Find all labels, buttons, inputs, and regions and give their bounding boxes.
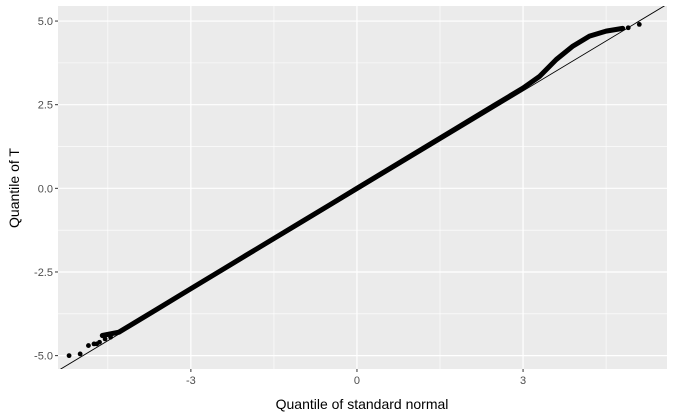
y-tick-label: 5.0 [38, 16, 53, 28]
qq-point [636, 22, 642, 27]
y-tick-label: 2.5 [38, 100, 53, 112]
x-axis: -3 0 3 [186, 369, 526, 387]
qq-point [77, 351, 83, 357]
y-axis: -5.0 -2.5 0.0 2.5 5.0 [34, 16, 58, 363]
sample-quantile-band [99, 25, 626, 338]
y-tick-label: 0.0 [38, 183, 53, 195]
y-tick-label: -2.5 [34, 267, 53, 279]
data-layer [59, 6, 666, 369]
qq-point [625, 25, 631, 31]
qq-point [66, 353, 72, 359]
qq-point [97, 339, 102, 345]
y-axis-title: Quantile of T [6, 148, 22, 228]
x-tick-label: 3 [520, 375, 526, 387]
qq-point [108, 334, 113, 340]
x-tick-label: -3 [186, 375, 196, 387]
x-tick-label: 0 [354, 375, 360, 387]
y-tick-label: -5.0 [34, 351, 53, 363]
x-axis-title: Quantile of standard normal [276, 396, 449, 412]
qq-point [86, 343, 91, 348]
qq-point [102, 336, 108, 342]
